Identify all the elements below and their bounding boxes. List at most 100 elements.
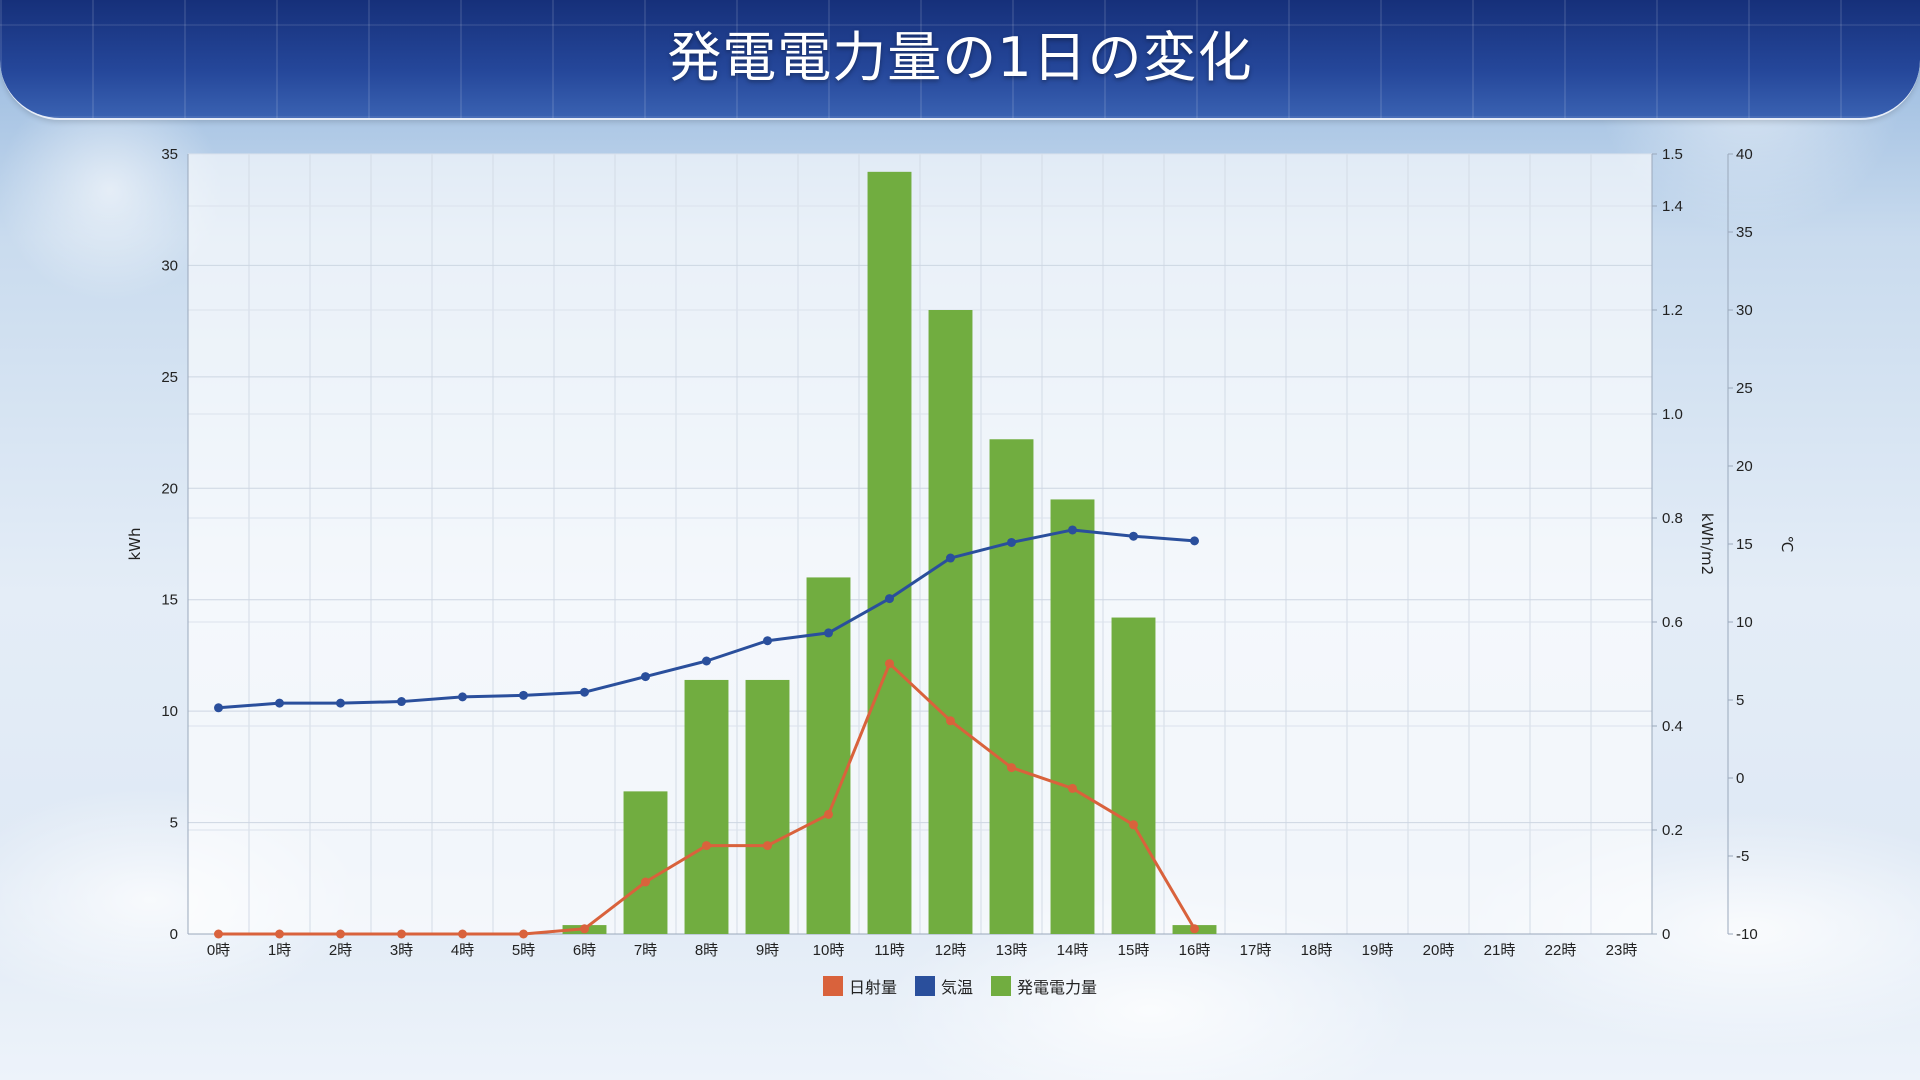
data-point-irradiance — [214, 929, 223, 939]
legend-swatch-power — [991, 976, 1011, 996]
x-tick-label: 6時 — [573, 942, 596, 959]
legend-label-irradiance: 日射量 — [848, 978, 897, 997]
y-tick-label-right2: 15 — [1736, 536, 1753, 553]
bar-power — [1111, 617, 1156, 934]
data-point-temperature — [702, 656, 711, 666]
bar-power — [623, 791, 668, 934]
y-tick-label-right2: 40 — [1736, 146, 1753, 163]
legend-item-temperature[interactable]: 気温 — [914, 974, 973, 998]
legend-label-power: 発電電力量 — [1017, 978, 1098, 997]
legend-label-temperature: 気温 — [940, 978, 973, 997]
data-point-temperature — [519, 690, 528, 700]
data-point-irradiance — [702, 841, 711, 851]
legend-item-power[interactable]: 発電電力量 — [991, 974, 1097, 998]
bar-power — [745, 679, 790, 934]
chart-legend: 日射量 気温 発電電力量 — [0, 974, 1920, 998]
y-tick-label-right2: 20 — [1736, 458, 1753, 475]
data-point-irradiance — [519, 929, 528, 939]
y-tick-label-right: 0.2 — [1662, 822, 1683, 839]
data-point-irradiance — [824, 809, 833, 819]
y-axis-title-left: kWh — [126, 527, 144, 560]
y-tick-label-right2: 5 — [1736, 692, 1744, 709]
x-tick-label: 18時 — [1301, 942, 1333, 959]
x-tick-label: 1時 — [268, 942, 291, 959]
data-point-temperature — [885, 594, 894, 604]
data-point-temperature — [458, 692, 467, 702]
y-tick-label-right: 1.2 — [1662, 302, 1683, 319]
data-point-irradiance — [336, 929, 345, 939]
x-tick-label: 19時 — [1362, 942, 1394, 959]
legend-swatch-irradiance — [822, 976, 843, 996]
y-tick-label-right: 1.4 — [1662, 198, 1683, 215]
bar-power — [1050, 499, 1095, 934]
x-tick-label: 22時 — [1545, 942, 1577, 959]
y-tick-label-right2: 0 — [1736, 770, 1744, 787]
data-point-irradiance — [763, 841, 772, 851]
y-tick-label-left: 25 — [161, 369, 178, 386]
x-tick-label: 2時 — [329, 942, 352, 959]
bar-power — [928, 310, 973, 934]
y-tick-label-left: 35 — [161, 146, 178, 163]
data-point-irradiance — [1007, 763, 1016, 773]
x-tick-label: 0時 — [207, 942, 230, 959]
x-tick-label: 9時 — [756, 942, 779, 959]
y-tick-label-left: 5 — [170, 815, 178, 832]
y-tick-label-left: 20 — [161, 480, 178, 497]
x-tick-label: 3時 — [390, 942, 413, 959]
y-tick-label-left: 10 — [161, 703, 178, 720]
data-point-irradiance — [641, 877, 650, 887]
data-point-temperature — [1190, 536, 1199, 546]
x-tick-label: 5時 — [512, 942, 535, 959]
data-point-temperature — [641, 672, 650, 682]
data-point-temperature — [1007, 537, 1016, 547]
y-tick-label-left: 30 — [161, 257, 178, 274]
data-point-irradiance — [946, 716, 955, 726]
data-point-temperature — [824, 628, 833, 638]
x-tick-label: 13時 — [996, 942, 1028, 959]
x-tick-label: 11時 — [874, 942, 905, 959]
data-point-temperature — [763, 636, 772, 646]
data-point-temperature — [1068, 525, 1077, 535]
x-tick-label: 4時 — [451, 942, 474, 959]
page-title: 発電電力量の1日の変化 — [667, 26, 1253, 89]
y-tick-label-right: 0.8 — [1662, 510, 1683, 527]
y-tick-label-right: 0.4 — [1662, 718, 1683, 735]
data-point-temperature — [580, 687, 589, 697]
data-point-irradiance — [275, 929, 284, 939]
y-tick-label-right2: -10 — [1736, 926, 1758, 943]
x-tick-label: 17時 — [1240, 942, 1272, 959]
x-tick-label: 16時 — [1179, 942, 1211, 959]
y-tick-label-right: 1.5 — [1662, 146, 1683, 163]
x-tick-label: 12時 — [935, 942, 967, 959]
data-point-temperature — [946, 553, 955, 563]
title-banner: 発電電力量の1日の変化 — [0, 0, 1920, 120]
y-tick-label-right2: 10 — [1736, 614, 1753, 631]
y-tick-label-right2: 25 — [1736, 380, 1753, 397]
data-point-irradiance — [580, 924, 589, 934]
legend-item-irradiance[interactable]: 日射量 — [822, 974, 897, 998]
data-point-irradiance — [397, 929, 406, 939]
x-tick-label: 23時 — [1606, 942, 1638, 959]
x-tick-label: 21時 — [1484, 942, 1516, 959]
legend-swatch-temperature — [914, 976, 935, 996]
bar-power — [989, 439, 1034, 934]
y-tick-label-right2: 35 — [1736, 224, 1753, 241]
y-axis-title-right: kWh/m2 — [1698, 513, 1716, 575]
y-tick-label-right2: 30 — [1736, 302, 1753, 319]
data-point-irradiance — [1190, 924, 1199, 934]
y-tick-label-left: 0 — [170, 926, 178, 943]
bar-power — [684, 679, 729, 934]
data-point-irradiance — [1129, 820, 1138, 830]
data-point-temperature — [1129, 531, 1138, 541]
x-tick-label: 15時 — [1118, 942, 1150, 959]
data-point-temperature — [275, 698, 284, 708]
y-tick-label-right2: -5 — [1736, 848, 1749, 865]
data-point-temperature — [214, 703, 223, 713]
y-tick-label-right: 1.0 — [1662, 406, 1683, 423]
data-point-irradiance — [885, 659, 894, 669]
x-tick-label: 10時 — [813, 942, 845, 959]
x-tick-label: 14時 — [1057, 942, 1089, 959]
data-point-irradiance — [458, 929, 467, 939]
y-tick-label-right: 0.6 — [1662, 614, 1683, 631]
